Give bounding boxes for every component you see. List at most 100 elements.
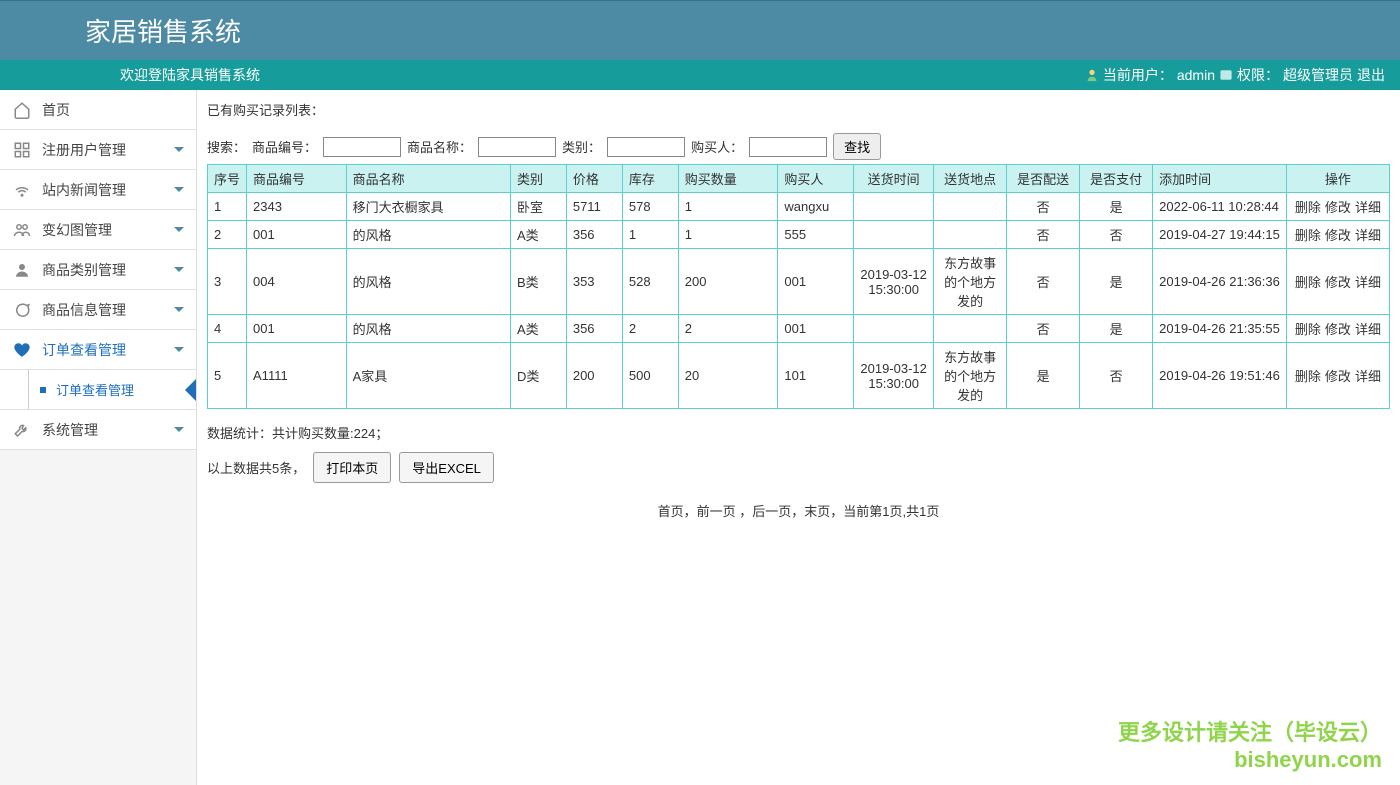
edit-link[interactable]: 修改 bbox=[1325, 369, 1351, 384]
table-header-2: 商品名称 bbox=[346, 165, 510, 193]
table-cell: 1 bbox=[208, 193, 247, 221]
table-cell: D类 bbox=[510, 343, 566, 409]
table-cell: 2019-04-26 21:36:36 bbox=[1153, 249, 1287, 315]
delete-link[interactable]: 删除 bbox=[1295, 369, 1321, 384]
edit-link[interactable]: 修改 bbox=[1325, 228, 1351, 243]
records-text: 以上数据共5条， bbox=[207, 458, 305, 477]
header-user-block: 当前用户： admin 权限： 超级管理员 退出 bbox=[1085, 65, 1385, 85]
sidebar-item-6[interactable]: 订单查看管理 bbox=[0, 330, 196, 370]
table-cell: 的风格 bbox=[346, 221, 510, 249]
detail-link[interactable]: 详细 bbox=[1355, 228, 1381, 243]
chevron-down-icon bbox=[174, 267, 184, 272]
sidebar-item-4[interactable]: 商品类别管理 bbox=[0, 250, 196, 290]
sidebar-item-0[interactable]: 首页 bbox=[0, 90, 196, 130]
sidebar-item-label: 系统管理 bbox=[42, 420, 174, 440]
table-cell: 101 bbox=[778, 343, 854, 409]
print-button[interactable]: 打印本页 bbox=[313, 452, 391, 483]
users-icon bbox=[12, 220, 32, 240]
table-row: 5A1111A家具D类200500201012019-03-12 15:30:0… bbox=[208, 343, 1390, 409]
permission-value[interactable]: 超级管理员 bbox=[1283, 65, 1353, 85]
sidebar-subitem-6-0[interactable]: 订单查看管理 bbox=[0, 370, 196, 410]
search-name-input[interactable] bbox=[478, 137, 556, 157]
search-code-label: 商品编号： bbox=[252, 137, 317, 156]
search-code-input[interactable] bbox=[323, 137, 401, 157]
table-cell: 001 bbox=[778, 249, 854, 315]
sidebar-item-7[interactable]: 系统管理 bbox=[0, 410, 196, 450]
detail-link[interactable]: 详细 bbox=[1355, 369, 1381, 384]
sidebar-item-2[interactable]: 站内新闻管理 bbox=[0, 170, 196, 210]
export-excel-button[interactable]: 导出EXCEL bbox=[399, 452, 494, 483]
table-cell: 否 bbox=[1007, 193, 1080, 221]
table-action-cell: 删除修改详细 bbox=[1286, 193, 1389, 221]
sidebar-item-3[interactable]: 变幻图管理 bbox=[0, 210, 196, 250]
table-cell: 是 bbox=[1080, 249, 1153, 315]
search-buyer-input[interactable] bbox=[749, 137, 827, 157]
stats-suffix: ； bbox=[375, 426, 388, 441]
table-cell: 353 bbox=[566, 249, 622, 315]
wrench-icon bbox=[12, 420, 32, 440]
sidebar: 首页注册用户管理站内新闻管理变幻图管理商品类别管理商品信息管理订单查看管理订单查… bbox=[0, 90, 197, 785]
table-cell: 2019-04-27 19:44:15 bbox=[1153, 221, 1287, 249]
table-row: 4001的风格A类35622001否是2019-04-26 21:35:55删除… bbox=[208, 315, 1390, 343]
table-cell: 200 bbox=[566, 343, 622, 409]
export-row: 以上数据共5条， 打印本页 导出EXCEL bbox=[207, 452, 1390, 483]
detail-link[interactable]: 详细 bbox=[1355, 200, 1381, 215]
logout-link[interactable]: 退出 bbox=[1357, 65, 1385, 85]
sidebar-item-5[interactable]: 商品信息管理 bbox=[0, 290, 196, 330]
table-cell: 是 bbox=[1080, 193, 1153, 221]
table-cell: 的风格 bbox=[346, 315, 510, 343]
table-cell: 否 bbox=[1007, 221, 1080, 249]
table-cell: 1 bbox=[622, 221, 678, 249]
sidebar-subitem-label: 订单查看管理 bbox=[56, 380, 134, 399]
search-label: 搜索： bbox=[207, 137, 246, 156]
pagination[interactable]: 首页，前一页 ，后一页，末页，当前第1页,共1页 bbox=[207, 501, 1390, 520]
chevron-down-icon bbox=[174, 347, 184, 352]
table-row: 3004的风格B类3535282000012019-03-12 15:30:00… bbox=[208, 249, 1390, 315]
edit-link[interactable]: 修改 bbox=[1325, 322, 1351, 337]
table-header-9: 送货地点 bbox=[934, 165, 1007, 193]
person-icon bbox=[12, 260, 32, 280]
home-icon bbox=[12, 100, 32, 120]
sidebar-item-1[interactable]: 注册用户管理 bbox=[0, 130, 196, 170]
table-cell: A类 bbox=[510, 221, 566, 249]
table-cell: 的风格 bbox=[346, 249, 510, 315]
table-cell bbox=[854, 315, 934, 343]
table-cell: A家具 bbox=[346, 343, 510, 409]
sidebar-item-label: 商品信息管理 bbox=[42, 300, 174, 320]
delete-link[interactable]: 删除 bbox=[1295, 322, 1321, 337]
edit-link[interactable]: 修改 bbox=[1325, 200, 1351, 215]
delete-link[interactable]: 删除 bbox=[1295, 200, 1321, 215]
table-cell: 555 bbox=[778, 221, 854, 249]
table-cell: 578 bbox=[622, 193, 678, 221]
header-main: 家居销售系统 bbox=[0, 0, 1400, 60]
table-cell: 001 bbox=[247, 221, 347, 249]
search-cat-input[interactable] bbox=[607, 137, 685, 157]
table-cell: 20 bbox=[678, 343, 778, 409]
table-action-cell: 删除修改详细 bbox=[1286, 315, 1389, 343]
sidebar-item-label: 商品类别管理 bbox=[42, 260, 174, 280]
table-header-7: 购买人 bbox=[778, 165, 854, 193]
table-cell: 否 bbox=[1080, 343, 1153, 409]
table-header-12: 添加时间 bbox=[1153, 165, 1287, 193]
detail-link[interactable]: 详细 bbox=[1355, 322, 1381, 337]
delete-link[interactable]: 删除 bbox=[1295, 228, 1321, 243]
delete-link[interactable]: 删除 bbox=[1295, 275, 1321, 290]
order-table: 序号商品编号商品名称类别价格库存购买数量购买人送货时间送货地点是否配送是否支付添… bbox=[207, 164, 1390, 409]
table-cell bbox=[854, 193, 934, 221]
sidebar-item-label: 站内新闻管理 bbox=[42, 180, 174, 200]
edit-link[interactable]: 修改 bbox=[1325, 275, 1351, 290]
table-cell: 否 bbox=[1080, 221, 1153, 249]
search-button[interactable]: 查找 bbox=[833, 133, 881, 160]
app-title: 家居销售系统 bbox=[85, 12, 241, 49]
table-cell: 004 bbox=[247, 249, 347, 315]
welcome-text: 欢迎登陆家具销售系统 bbox=[120, 65, 260, 85]
detail-link[interactable]: 详细 bbox=[1355, 275, 1381, 290]
chevron-down-icon bbox=[174, 307, 184, 312]
table-cell bbox=[934, 221, 1007, 249]
chevron-down-icon bbox=[174, 187, 184, 192]
table-cell: 1 bbox=[678, 221, 778, 249]
list-title: 已有购买记录列表： bbox=[207, 100, 1390, 119]
table-cell: 东方故事的个地方发的 bbox=[934, 343, 1007, 409]
table-header-3: 类别 bbox=[510, 165, 566, 193]
chevron-down-icon bbox=[174, 147, 184, 152]
